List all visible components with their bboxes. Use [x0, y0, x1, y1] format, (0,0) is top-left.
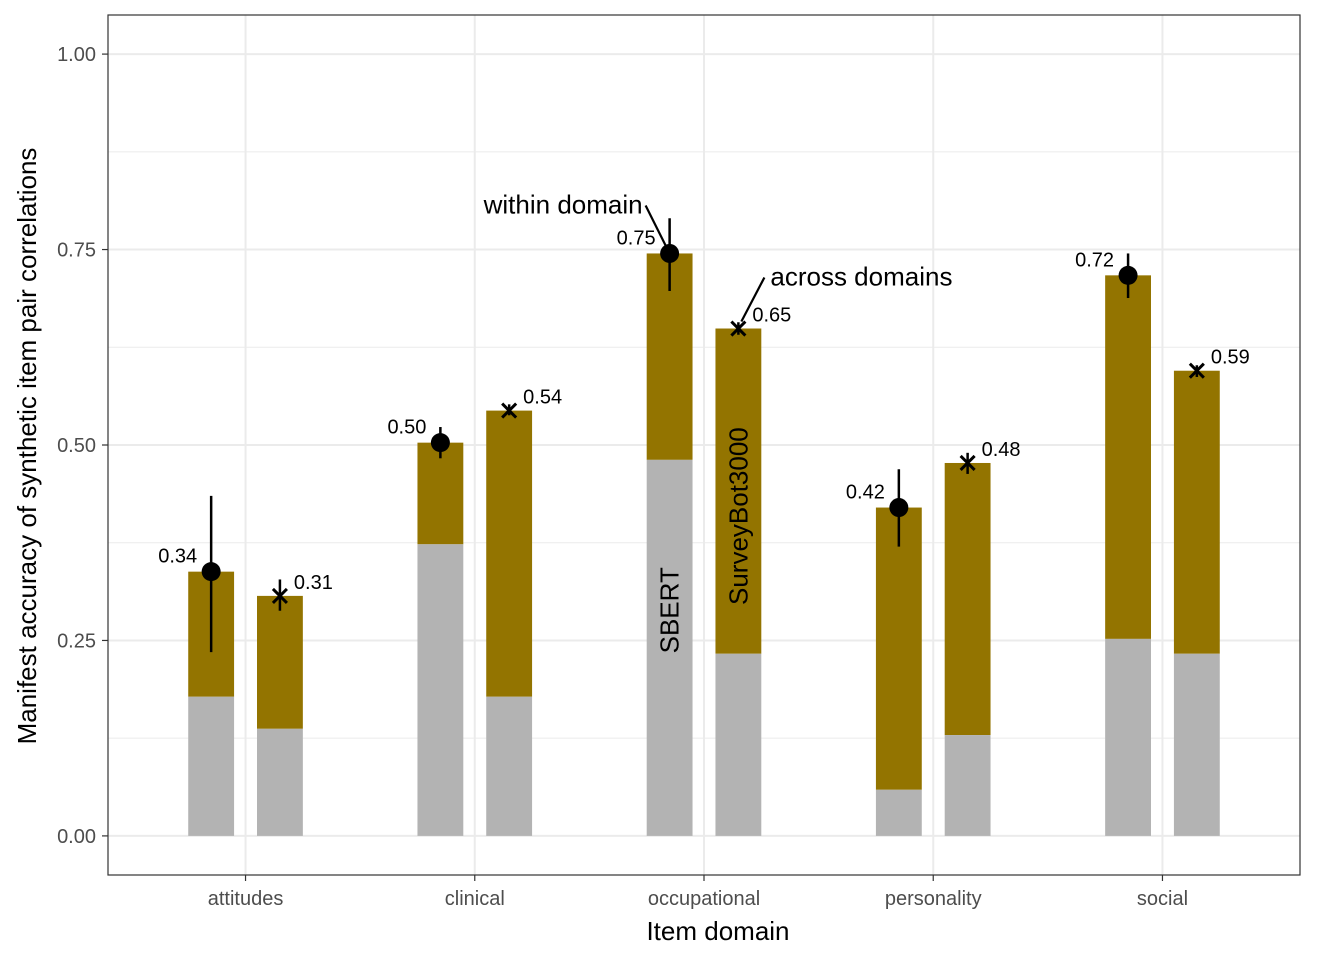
bar-surveybot-personality-within — [875, 507, 922, 790]
bar-sbert-personality-within — [875, 789, 922, 836]
within-domain-leader-line — [644, 204, 668, 248]
within-domain-annotation: within domain — [483, 189, 643, 219]
in-bar-labels: SBERT SurveyBot3000 — [655, 427, 754, 653]
bar-sbert-occupational-across — [715, 653, 762, 836]
y-tick-label: 0.50 — [57, 435, 96, 457]
value-labels: 0.34 0.31 0.50 0.54 0.75 0.65 0.42 0.48 0.72 0.59 — [158, 227, 1250, 593]
value-label-personality-across: 0.48 — [982, 439, 1021, 461]
bar-sbert-personality-across — [944, 735, 991, 836]
bars — [188, 253, 1220, 836]
y-tick-label: 0.00 — [57, 826, 96, 848]
point-attitudes-across — [271, 587, 288, 604]
value-label-occupational-across: 0.65 — [752, 305, 791, 327]
point-social-across — [1188, 362, 1205, 379]
bar-surveybot-clinical-within — [417, 442, 464, 545]
bar-sbert-occupational-within — [646, 459, 693, 836]
point-social-within — [1118, 265, 1138, 285]
bar-surveybot-social-across — [1173, 370, 1220, 654]
x-tick-label: occupational — [648, 888, 760, 910]
annotations: within domain across domains — [483, 189, 952, 323]
value-label-social-across: 0.59 — [1211, 347, 1250, 369]
x-axis: attitudes clinical occupational personality… — [208, 875, 1188, 910]
bar-sbert-clinical-across — [486, 696, 533, 836]
bar-sbert-clinical-within — [417, 544, 464, 836]
y-tick-label: 0.75 — [57, 240, 96, 262]
value-label-attitudes-across: 0.31 — [294, 572, 333, 594]
bar-surveybot-attitudes-across — [257, 595, 303, 729]
bar-surveybot-clinical-across — [486, 410, 533, 697]
point-occupational-across — [730, 320, 747, 337]
point-clinical-across — [501, 402, 518, 419]
points — [201, 243, 1205, 604]
point-personality-within — [889, 498, 909, 518]
bar-sbert-attitudes-within — [188, 696, 235, 836]
x-tick-label: clinical — [445, 888, 505, 910]
x-tick-label: personality — [885, 888, 982, 910]
value-label-occupational-within: 0.75 — [617, 227, 656, 249]
y-axis-title: Manifest accuracy of synthetic item pair… — [12, 148, 42, 745]
grid — [108, 15, 1300, 875]
bar-sbert-social-within — [1105, 638, 1151, 836]
surveybot-label: SurveyBot3000 — [723, 427, 753, 605]
point-occupational-within — [660, 243, 680, 263]
x-tick-label: social — [1137, 888, 1188, 910]
y-tick-label: 1.00 — [57, 44, 96, 66]
value-label-social-within: 0.72 — [1075, 249, 1114, 271]
bar-sbert-attitudes-across — [257, 728, 303, 836]
y-axis: 0.00 0.25 0.50 0.75 1.00 — [57, 44, 108, 848]
x-tick-label: attitudes — [208, 888, 284, 910]
across-domains-leader-line — [740, 276, 766, 323]
x-axis-title: Item domain — [646, 916, 789, 946]
bar-surveybot-occupational-across — [715, 328, 762, 654]
across-domains-annotation: across domains — [770, 262, 952, 292]
value-label-attitudes-within: 0.34 — [158, 546, 197, 568]
point-attitudes-within — [201, 562, 221, 582]
y-tick-label: 0.25 — [57, 630, 96, 652]
point-clinical-within — [430, 433, 450, 453]
value-label-personality-within: 0.42 — [846, 482, 885, 504]
sbert-label: SBERT — [655, 567, 685, 653]
bar-sbert-social-across — [1173, 653, 1220, 836]
point-personality-across — [959, 454, 976, 472]
value-label-clinical-across: 0.54 — [523, 387, 562, 409]
value-label-clinical-within: 0.50 — [387, 417, 426, 439]
bar-surveybot-personality-across — [944, 462, 991, 736]
bar-surveybot-social-within — [1105, 275, 1151, 639]
